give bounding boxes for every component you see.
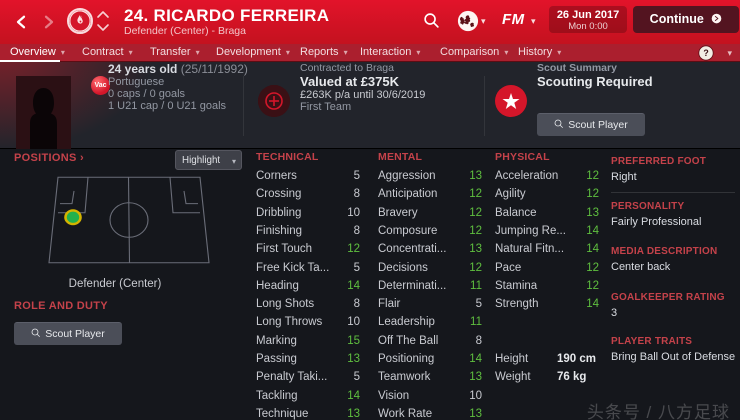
svg-text:?: ? [703,48,708,58]
